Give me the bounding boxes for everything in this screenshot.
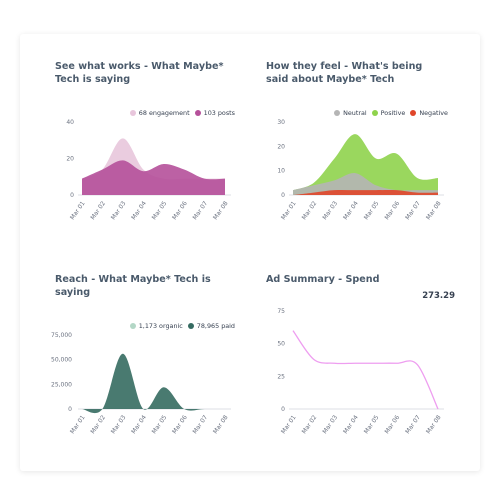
legend-item: 68 engagement [129,109,190,117]
series-line [292,330,439,410]
x-tick-label: Mar 01 [280,414,298,435]
panel-title: Ad Summary - Spend [266,274,380,285]
legend-label: 68 engagement [138,109,190,117]
y-tick-label: 20 [277,143,285,150]
legend-label: 78,965 paid [196,322,235,330]
x-tick-label: Mar 02 [301,414,319,435]
series-area [293,189,438,195]
panel-title: How they feel - What's being said about … [266,61,423,85]
y-tick-label: 10 [277,168,285,175]
legend-swatch [334,110,341,116]
y-tick-label: 20 [66,156,74,163]
x-tick-label: Mar 08 [425,414,443,435]
legend-item: 78,965 paid [187,322,235,330]
y-tick-label: 25,000 [51,381,72,388]
series-area [293,173,438,195]
y-tick-label: 0 [68,406,72,413]
series-area [82,160,225,195]
x-tick-label: Mar 06 [384,414,402,435]
chart-legend: Neutral Positive Negative [300,109,448,118]
legend-label: 103 posts [203,109,235,117]
legend-swatch [410,110,417,116]
chart-legend: 1,173 organic 78,965 paid [120,322,235,331]
panel-title: Reach - What Maybe* Tech is saying [55,274,211,298]
legend-label: Neutral [343,109,367,117]
series-area [82,353,225,414]
y-tick-label: 0 [281,406,285,413]
legend-label: Positive [380,109,406,117]
legend-swatch [129,110,136,116]
legend-item: Neutral [334,109,367,117]
legend-label: 1,173 organic [138,322,183,330]
y-tick-label: 40 [66,119,74,126]
y-tick-label: 75,000 [51,332,72,339]
legend-item: Positive [371,109,406,117]
x-tick-label: Mar 07 [404,414,422,435]
legend-item: 103 posts [194,109,235,117]
y-tick-label: 50,000 [51,357,72,364]
y-tick-label: 25 [277,373,285,380]
panel-title: See what works - What Maybe* Tech is say… [55,61,224,85]
dashboard-card [20,34,480,471]
legend-swatch [371,110,378,116]
legend-swatch [129,323,136,329]
x-tick-label: Mar 04 [342,414,360,435]
y-tick-label: 0 [281,192,285,199]
spend-total: 273.29 [422,291,455,301]
y-tick-label: 50 [277,341,285,348]
chart-legend: 68 engagement 103 posts [120,109,235,118]
x-tick-label: Mar 03 [321,414,339,435]
x-tick-label: Mar 05 [363,414,381,435]
legend-item: Negative [410,109,448,117]
legend-swatch [194,110,201,116]
legend-label: Negative [419,109,448,117]
legend-swatch [187,323,194,329]
y-tick-label: 30 [277,119,285,126]
y-tick-label: 75 [277,308,285,315]
legend-item: 1,173 organic [129,322,183,330]
series-area [293,134,438,195]
y-tick-label: 0 [70,192,74,199]
